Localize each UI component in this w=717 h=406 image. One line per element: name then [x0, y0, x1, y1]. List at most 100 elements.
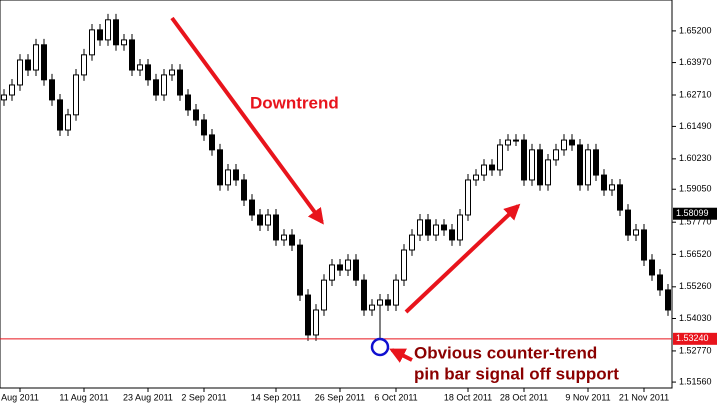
- candle-body: [337, 264, 343, 271]
- candle-body: [425, 219, 431, 236]
- annotation: pin bar signal off support: [414, 364, 619, 383]
- plot-frame: [0, 0, 673, 389]
- candle-body: [513, 139, 519, 142]
- candle-body: [113, 19, 119, 46]
- y-tick-label: 1.55260: [679, 281, 712, 291]
- candle-body: [561, 139, 567, 151]
- candle-body: [417, 219, 423, 236]
- candle-body: [361, 279, 367, 311]
- candle-body: [265, 214, 271, 226]
- candle-body: [241, 179, 247, 201]
- candle-body: [505, 139, 511, 146]
- pin-bar-arrow: [389, 348, 413, 363]
- y-tick-label: 1.65200: [679, 25, 712, 35]
- x-tick-label: 28 Oct 2011: [500, 392, 548, 402]
- candle-body: [49, 79, 55, 101]
- candle-body: [233, 169, 239, 181]
- x-tick-label: 2 Sep 2011: [181, 392, 226, 402]
- candle-body: [465, 179, 471, 216]
- candle-body: [97, 29, 103, 41]
- uptrend-arrow: [404, 203, 521, 314]
- candle-body: [585, 149, 591, 186]
- annotation: Downtrend: [250, 93, 339, 112]
- pin-bar-circle: [370, 337, 390, 357]
- candle-body: [601, 174, 607, 191]
- candle-body: [177, 69, 183, 96]
- candle-body: [433, 224, 439, 236]
- candle-body: [121, 39, 127, 46]
- y-tick-label: 1.59050: [679, 184, 712, 194]
- candle-body: [593, 149, 599, 176]
- candle-body: [161, 74, 167, 96]
- y-tick-label: 1.63970: [679, 57, 712, 67]
- candle-body: [57, 99, 63, 131]
- candle-body: [41, 44, 47, 81]
- y-tick-label: 1.52770: [679, 345, 712, 355]
- candle-body: [305, 294, 311, 336]
- candle-body: [665, 289, 671, 311]
- y-tick-label: 1.62710: [679, 89, 712, 99]
- candle-body: [369, 304, 375, 311]
- candle-body: [545, 159, 551, 186]
- candle-body: [385, 299, 391, 306]
- candle-body: [553, 149, 559, 161]
- annotation: Obvious counter-trend: [414, 343, 597, 362]
- candle-body: [377, 299, 383, 306]
- candle-body: [449, 229, 455, 241]
- candle-body: [193, 109, 199, 121]
- candle-body: [81, 54, 87, 76]
- candle-body: [633, 229, 639, 236]
- candle-body: [65, 114, 71, 131]
- candle-body: [33, 44, 39, 71]
- candle-body: [617, 184, 623, 211]
- candle-body: [25, 59, 31, 71]
- candle-body: [609, 184, 615, 191]
- support-label: 1.53240: [676, 333, 709, 343]
- y-tick-label: 1.54030: [679, 313, 712, 323]
- current-price-box: [673, 207, 717, 220]
- x-tick-label: 6 Oct 2011: [374, 392, 417, 402]
- y-tick-label: 1.60230: [679, 153, 712, 163]
- candle-body: [145, 64, 151, 81]
- candle-body: [273, 214, 279, 241]
- candle-body: [257, 214, 263, 226]
- candle-body: [225, 169, 231, 186]
- candle-body: [577, 144, 583, 186]
- candle-body: [457, 214, 463, 241]
- candle-body: [297, 244, 303, 296]
- candle-body: [329, 264, 335, 281]
- candle-body: [137, 64, 143, 71]
- downtrend-arrow: [170, 16, 324, 225]
- candle-body: [529, 149, 535, 181]
- candle-body: [481, 164, 487, 176]
- candle-body: [401, 249, 407, 281]
- candle-body: [473, 174, 479, 181]
- candle-body: [649, 259, 655, 276]
- candle-body: [289, 234, 295, 246]
- candle-body: [657, 274, 663, 291]
- candle-body: [169, 69, 175, 76]
- candle-body: [105, 19, 111, 41]
- x-tick-label: 21 Nov 2011: [619, 392, 669, 402]
- x-tick-label: 18 Oct 2011: [444, 392, 492, 402]
- current-price-label: 1.58099: [676, 208, 709, 218]
- candle-body: [313, 309, 319, 336]
- candle-body: [17, 59, 23, 86]
- y-tick-label: 1.61490: [679, 121, 712, 131]
- candle-body: [249, 199, 255, 216]
- candle-body: [353, 259, 359, 281]
- candle-body: [321, 279, 327, 311]
- x-tick-label: 26 Sep 2011: [315, 392, 365, 402]
- candle-body: [497, 144, 503, 171]
- candle-body: [641, 229, 647, 261]
- candle-body: [409, 234, 415, 251]
- candle-body: [521, 139, 527, 181]
- candle-body: [393, 279, 399, 306]
- candle-body: [129, 39, 135, 71]
- candle-body: [537, 149, 543, 186]
- candle-body: [153, 79, 159, 96]
- candle-body: [345, 259, 351, 271]
- candle-body: [489, 164, 495, 171]
- y-tick-label: 1.51560: [679, 376, 712, 386]
